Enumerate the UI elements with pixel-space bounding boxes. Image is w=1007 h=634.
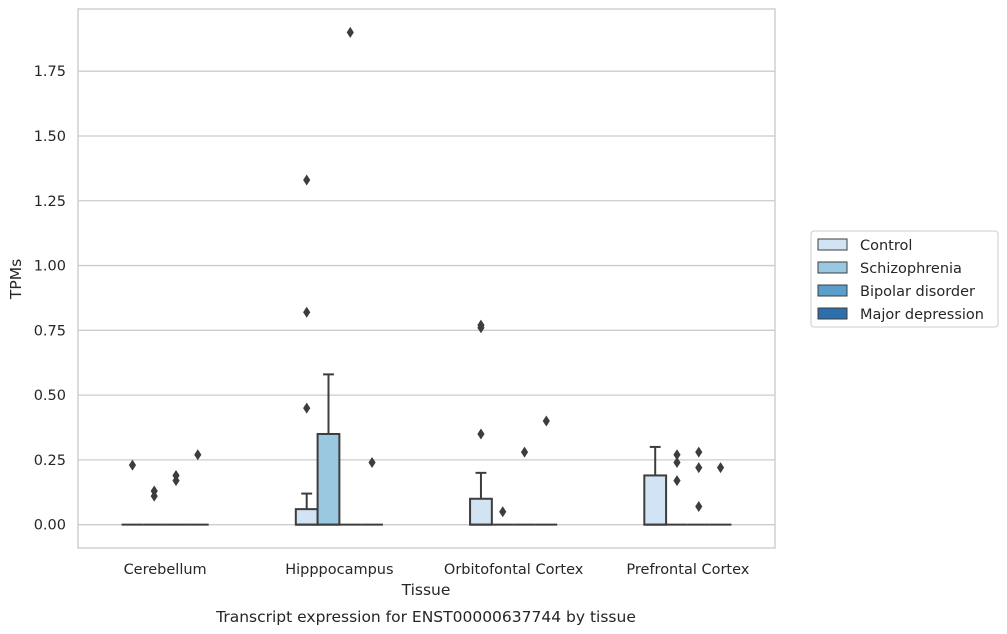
y-tick-label: 0.75: [34, 323, 66, 339]
legend-label: Schizophrenia: [860, 261, 962, 277]
outlier-marker: [716, 462, 725, 474]
outlier-marker: [368, 456, 376, 468]
outlier-marker: [673, 456, 681, 468]
y-tick-label: 1.25: [34, 194, 66, 210]
box-2-0: [469, 471, 493, 526]
legend-label: Control: [860, 238, 912, 254]
x-tick-label: Orbitofontal Cortex: [444, 562, 584, 578]
outlier-marker: [194, 449, 202, 461]
x-tick-label: Cerebellum: [124, 562, 207, 578]
y-tick-label: 0.25: [34, 453, 66, 469]
outlier-marker: [303, 174, 311, 186]
box-groups: [121, 373, 732, 526]
outlier-marker: [150, 485, 158, 497]
box-3-0: [643, 445, 668, 526]
outlier-marker: [673, 449, 681, 461]
legend-swatch: [817, 284, 848, 297]
plot-frame: [77, 8, 776, 549]
box-body: [294, 508, 319, 526]
outlier-marker: [477, 319, 485, 331]
box-1-1: [316, 373, 341, 526]
legend-swatch: [817, 238, 848, 251]
outlier-marker: [303, 306, 311, 318]
outlier-marker: [542, 415, 550, 427]
y-tick-label: 1.00: [34, 259, 66, 275]
legend-swatch: [817, 307, 848, 320]
legend-label: Bipolar disorder: [860, 284, 975, 300]
outlier-marker: [346, 26, 354, 38]
y-axis-label: TPMs: [7, 259, 25, 300]
outlier-marker: [673, 475, 681, 487]
outlier-marker: [520, 446, 529, 458]
box-body: [643, 474, 668, 526]
legend-swatch: [817, 261, 848, 274]
outlier-marker: [695, 462, 703, 474]
x-axis-label: Tissue: [401, 581, 451, 599]
legend-entries: Control Schizophrenia Bipolar disorder Majo…: [817, 238, 984, 323]
outlier-marker: [499, 506, 507, 518]
y-tick-label: 1.50: [34, 129, 66, 145]
legend-label: Major depression: [860, 307, 984, 323]
outlier-marker: [695, 446, 703, 458]
outlier-marker: [303, 402, 311, 414]
box-body: [316, 432, 341, 526]
outlier-markers: [128, 26, 725, 518]
y-tick-label: 0.00: [34, 518, 66, 534]
x-tick-label: Hipppocampus: [285, 562, 393, 578]
box-1-0: [294, 492, 319, 526]
outlier-marker: [695, 501, 703, 513]
x-tick-labels: Cerebellum Hipppocampus Orbitofontal Corte…: [124, 562, 750, 578]
x-tick-label: Prefrontal Cortex: [626, 562, 749, 578]
outlier-marker: [172, 469, 180, 481]
chart-caption: Transcript expression for ENST0000063774…: [215, 608, 636, 626]
y-tick-labels: 0.00 0.25 0.50 0.75 1.00 1.25 1.50 1.75: [34, 64, 66, 533]
grid-lines: [78, 70, 775, 526]
y-tick-label: 0.50: [34, 388, 66, 404]
outlier-marker: [128, 459, 137, 471]
outlier-marker: [477, 428, 485, 440]
box-body: [469, 497, 493, 526]
legend: Control Schizophrenia Bipolar disorder Majo…: [810, 230, 999, 328]
legend-frame: [810, 230, 999, 328]
y-tick-label: 1.75: [34, 64, 66, 80]
